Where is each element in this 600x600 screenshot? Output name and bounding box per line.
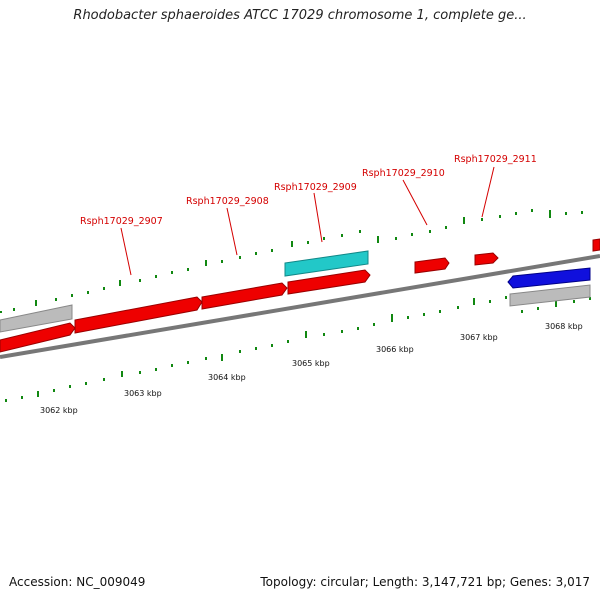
- kbp-label: 3064 kbp: [208, 373, 246, 382]
- gene-red-6[interactable]: [474, 252, 499, 266]
- gene-label-2911[interactable]: Rsph17029_2911: [454, 154, 537, 165]
- gene-label-2907[interactable]: Rsph17029_2907: [80, 216, 163, 227]
- upper-tick-track: [0, 209, 583, 313]
- gene-label-leaders: [120, 166, 495, 276]
- kbp-label: 3065 kbp: [292, 359, 330, 368]
- genome-summary-text: Topology: circular; Length: 3,147,721 bp…: [260, 575, 590, 589]
- gene-red-2[interactable]: [74, 296, 203, 334]
- kbp-label: 3068 kbp: [545, 322, 583, 331]
- gene-cyan-rna[interactable]: [284, 250, 369, 277]
- kbp-label: 3063 kbp: [124, 389, 162, 398]
- kbp-label: 3066 kbp: [376, 345, 414, 354]
- gene-red-4[interactable]: [287, 269, 371, 295]
- gene-red-5[interactable]: [414, 257, 450, 274]
- map-title: Rhodobacter sphaeroides ATCC 17029 chrom…: [73, 8, 527, 23]
- gene-label-2908[interactable]: Rsph17029_2908: [186, 196, 269, 207]
- gene-label-2909[interactable]: Rsph17029_2909: [274, 182, 357, 193]
- accession-text: Accession: NC_009049: [9, 575, 146, 589]
- kbp-label: 3067 kbp: [460, 333, 498, 342]
- chromosome-backbone: [0, 254, 600, 359]
- gene-red-1[interactable]: [0, 322, 76, 353]
- gene-red-3[interactable]: [201, 282, 288, 310]
- gene-label-2910[interactable]: Rsph17029_2910: [362, 168, 445, 179]
- gene-blue-reverse[interactable]: [507, 267, 591, 289]
- gene-feature-gray-left[interactable]: [0, 304, 73, 333]
- lower-tick-track: [5, 296, 591, 402]
- gene-red-7[interactable]: [592, 238, 600, 252]
- kbp-label: 3062 kbp: [40, 406, 78, 415]
- gene-feature-gray-right[interactable]: [509, 284, 591, 307]
